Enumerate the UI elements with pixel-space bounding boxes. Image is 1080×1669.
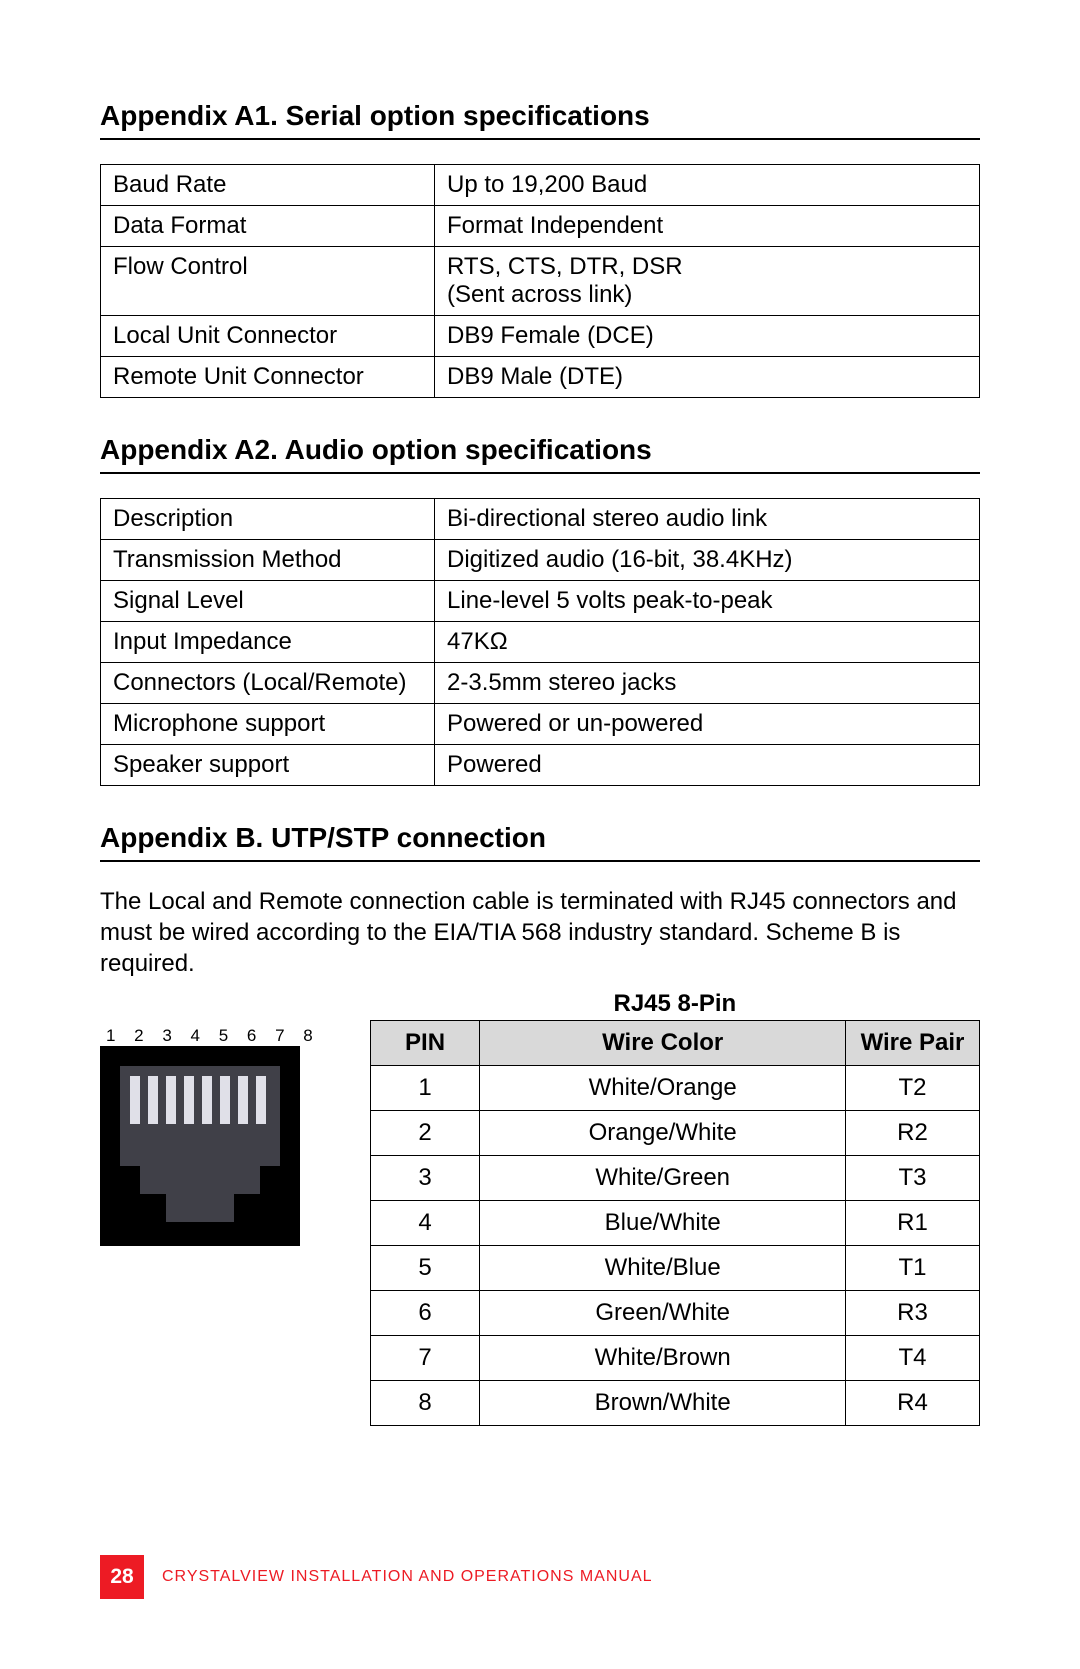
cell-color: White/Brown (480, 1335, 846, 1380)
cell-pair: R4 (845, 1380, 979, 1425)
cell-color: White/Orange (480, 1065, 846, 1110)
cell-pair: T3 (845, 1155, 979, 1200)
cell-pair: R3 (845, 1290, 979, 1335)
cell-pair: T1 (845, 1245, 979, 1290)
cell-color: Blue/White (480, 1200, 846, 1245)
table-row: Transmission MethodDigitized audio (16-b… (101, 540, 980, 581)
spec-value: Line-level 5 volts peak-to-peak (435, 581, 980, 622)
cell-pin: 5 (370, 1245, 480, 1290)
heading-b: Appendix B. UTP/STP connection (100, 822, 980, 854)
table-row: 5White/BlueT1 (370, 1245, 979, 1290)
table-row: 6Green/WhiteR3 (370, 1290, 979, 1335)
spec-value: DB9 Female (DCE) (435, 316, 980, 357)
rj45-diagram-wrap: 1 2 3 4 5 6 7 8 (100, 1026, 320, 1251)
cell-pin: 8 (370, 1380, 480, 1425)
table-row: 8Brown/WhiteR4 (370, 1380, 979, 1425)
spec-label: Signal Level (101, 581, 435, 622)
table-row: 7White/BrownT4 (370, 1335, 979, 1380)
spec-value: RTS, CTS, DTR, DSR (Sent across link) (435, 247, 980, 316)
table-row: Flow ControlRTS, CTS, DTR, DSR (Sent acr… (101, 247, 980, 316)
table-a1: Baud RateUp to 19,200 BaudData FormatFor… (100, 164, 980, 398)
heading-rule (100, 138, 980, 140)
table-row: DescriptionBi-directional stereo audio l… (101, 499, 980, 540)
table-header-row: PIN Wire Color Wire Pair (370, 1020, 979, 1065)
spec-value: Format Independent (435, 206, 980, 247)
spec-label: Local Unit Connector (101, 316, 435, 357)
cell-pair: T4 (845, 1335, 979, 1380)
spec-value: 2-3.5mm stereo jacks (435, 663, 980, 704)
cell-color: Green/White (480, 1290, 846, 1335)
spec-label: Microphone support (101, 704, 435, 745)
table-row: Baud RateUp to 19,200 Baud (101, 165, 980, 206)
cell-color: Orange/White (480, 1110, 846, 1155)
spec-label: Baud Rate (101, 165, 435, 206)
th-wire-pair: Wire Pair (845, 1020, 979, 1065)
rj45-jack-icon (100, 1046, 300, 1246)
rj45-area: 1 2 3 4 5 6 7 8 RJ45 8-Pin PIN Wire Colo… (100, 990, 980, 1426)
footer-manual-title: CRYSTALVIEW INSTALLATION AND OPERATIONS … (162, 1568, 653, 1586)
table-row: 1White/OrangeT2 (370, 1065, 979, 1110)
cell-pair: T2 (845, 1065, 979, 1110)
spec-value: Powered or un-powered (435, 704, 980, 745)
spec-value: Powered (435, 745, 980, 786)
table-row: Speaker supportPowered (101, 745, 980, 786)
spec-label: Transmission Method (101, 540, 435, 581)
th-wire-color: Wire Color (480, 1020, 846, 1065)
rj45-pin-numbers: 1 2 3 4 5 6 7 8 (106, 1026, 320, 1046)
spec-label: Description (101, 499, 435, 540)
cell-pair: R1 (845, 1200, 979, 1245)
cell-pin: 4 (370, 1200, 480, 1245)
page-number-badge: 28 (100, 1555, 144, 1599)
table-a2: DescriptionBi-directional stereo audio l… (100, 498, 980, 786)
heading-rule (100, 472, 980, 474)
heading-rule (100, 860, 980, 862)
spec-value: DB9 Male (DTE) (435, 357, 980, 398)
rj45-table-wrap: RJ45 8-Pin PIN Wire Color Wire Pair 1Whi… (370, 990, 980, 1426)
table-row: Signal LevelLine-level 5 volts peak-to-p… (101, 581, 980, 622)
page: Appendix A1. Serial option specification… (0, 0, 1080, 1669)
heading-a1: Appendix A1. Serial option specification… (100, 100, 980, 132)
table-row: Data FormatFormat Independent (101, 206, 980, 247)
cell-pin: 6 (370, 1290, 480, 1335)
heading-a2: Appendix A2. Audio option specifications (100, 434, 980, 466)
spec-value: 47KΩ (435, 622, 980, 663)
table-row: Remote Unit ConnectorDB9 Male (DTE) (101, 357, 980, 398)
table-row: Local Unit ConnectorDB9 Female (DCE) (101, 316, 980, 357)
spec-label: Remote Unit Connector (101, 357, 435, 398)
table-row: Microphone supportPowered or un-powered (101, 704, 980, 745)
table-row: 2Orange/WhiteR2 (370, 1110, 979, 1155)
body-text-b: The Local and Remote connection cable is… (100, 886, 980, 980)
spec-label: Speaker support (101, 745, 435, 786)
page-footer: 28 CRYSTALVIEW INSTALLATION AND OPERATIO… (100, 1555, 653, 1599)
table-rj45: PIN Wire Color Wire Pair 1White/OrangeT2… (370, 1020, 980, 1426)
spec-label: Flow Control (101, 247, 435, 316)
cell-color: Brown/White (480, 1380, 846, 1425)
spec-value: Up to 19,200 Baud (435, 165, 980, 206)
cell-pair: R2 (845, 1110, 979, 1155)
table-row: 4Blue/WhiteR1 (370, 1200, 979, 1245)
cell-pin: 3 (370, 1155, 480, 1200)
cell-pin: 1 (370, 1065, 480, 1110)
spec-label: Input Impedance (101, 622, 435, 663)
th-pin: PIN (370, 1020, 480, 1065)
rj45-title: RJ45 8-Pin (370, 990, 980, 1018)
spec-label: Data Format (101, 206, 435, 247)
cell-color: White/Green (480, 1155, 846, 1200)
cell-pin: 2 (370, 1110, 480, 1155)
table-row: 3White/GreenT3 (370, 1155, 979, 1200)
table-row: Input Impedance47KΩ (101, 622, 980, 663)
cell-pin: 7 (370, 1335, 480, 1380)
cell-color: White/Blue (480, 1245, 846, 1290)
spec-value: Bi-directional stereo audio link (435, 499, 980, 540)
spec-label: Connectors (Local/Remote) (101, 663, 435, 704)
spec-value: Digitized audio (16-bit, 38.4KHz) (435, 540, 980, 581)
table-row: Connectors (Local/Remote)2-3.5mm stereo … (101, 663, 980, 704)
